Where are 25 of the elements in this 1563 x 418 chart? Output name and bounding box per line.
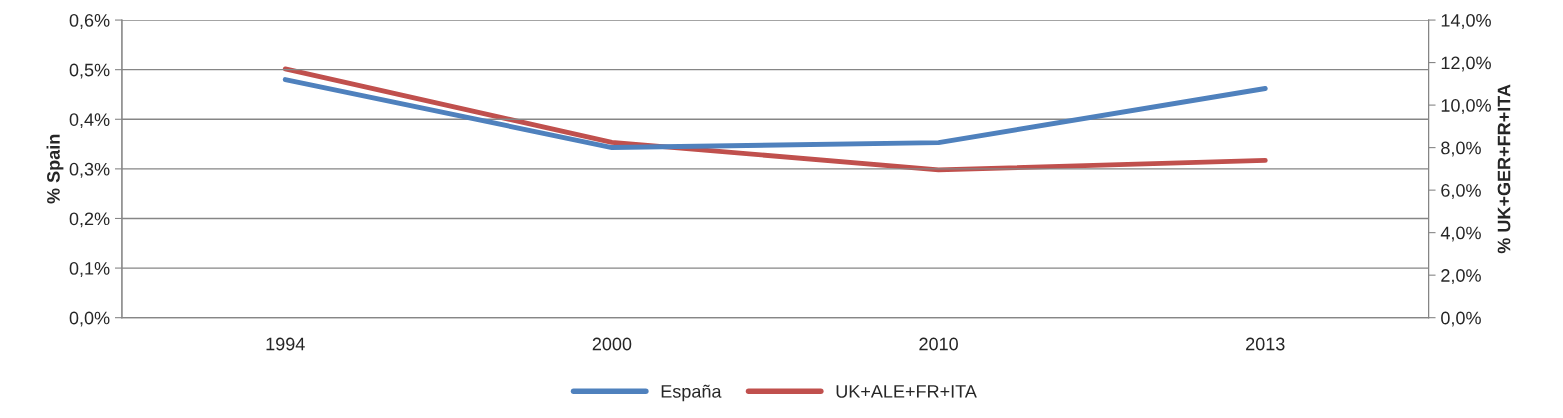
- y-tick-label: 0,2%: [69, 212, 110, 228]
- y2-tick-label: 4,0%: [1440, 226, 1481, 242]
- y2-tick-label: 14,0%: [1441, 14, 1491, 29]
- y2-axis-title: % UK+GER+FR+ITA: [1497, 84, 1511, 254]
- line-series: [282, 77, 1268, 150]
- legend-label: España: [661, 384, 722, 402]
- y2-tick-label: 10,0%: [1441, 99, 1491, 114]
- y-tick-label: 0,6%: [69, 14, 110, 29]
- x-tick-label: 2000: [592, 337, 632, 351]
- y2-tick-label: 0,0%: [1441, 311, 1481, 327]
- y-tick-label: 0,0%: [69, 311, 110, 327]
- line-series: [282, 66, 1268, 173]
- y-axis-title: % Spain: [46, 134, 64, 204]
- x-tick-label: 1994: [266, 337, 305, 351]
- legend-label: UK+ALE+FR+ITA: [836, 385, 977, 398]
- y2-tick-label: 12,0%: [1441, 56, 1491, 72]
- y-tick-label: 0,4%: [69, 113, 110, 129]
- y2-tick-label: 2,0%: [1441, 269, 1481, 285]
- y-tick-label: 0,3%: [69, 162, 110, 178]
- y2-tick-label: 8,0%: [1441, 141, 1481, 157]
- y-tick-label: 0,1%: [69, 262, 110, 277]
- x-tick-label: 2013: [1246, 337, 1285, 351]
- y-tick-label: 0,5%: [69, 63, 110, 79]
- x-tick-label: 2010: [919, 337, 958, 351]
- y2-tick-label: 6,0%: [1441, 184, 1481, 199]
